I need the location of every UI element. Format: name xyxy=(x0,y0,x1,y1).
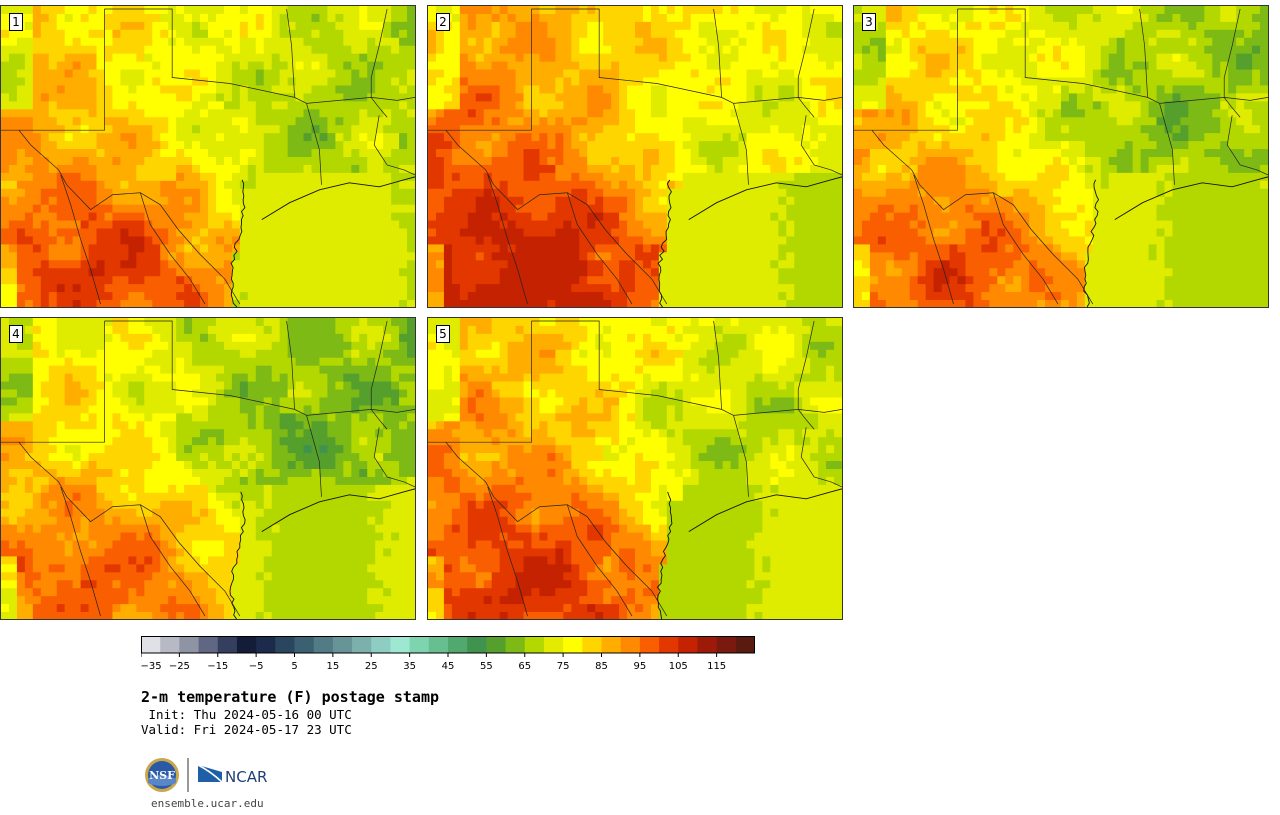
colorbar-swatch xyxy=(448,636,468,653)
colorbar-swatch xyxy=(332,636,353,653)
colorbar-swatch xyxy=(524,636,545,653)
colorbar-swatch xyxy=(409,636,430,653)
colorbar-swatch xyxy=(217,636,238,653)
nsf-ncar-logos: NSF NCAR xyxy=(145,758,267,792)
temperature-colorbar: −35 −25 −15 −5 5 15 25 35 45 55 65 75 85 95 105 115 xyxy=(141,636,755,672)
colorbar-tick-label: 95 xyxy=(634,661,647,672)
colorbar-tick-label: −5 xyxy=(249,661,264,672)
colorbar-swatch xyxy=(352,636,372,653)
colorbar-swatch xyxy=(678,636,698,653)
colorbar-swatch xyxy=(697,636,718,653)
colorbar-swatch xyxy=(639,636,660,653)
forecast-panel-4: 4 xyxy=(0,317,416,620)
colorbar-tick-label: −35 xyxy=(141,661,162,672)
colorbar-swatch xyxy=(563,636,583,653)
panel-label-3: 3 xyxy=(862,13,876,31)
colorbar-swatch xyxy=(620,636,641,653)
forecast-panel-2: 2 xyxy=(427,5,843,308)
colorbar-swatch xyxy=(505,636,526,653)
colorbar-swatch xyxy=(313,636,334,653)
colorbar-swatch xyxy=(543,636,564,653)
colorbar-swatch xyxy=(141,636,161,653)
colorbar-swatch xyxy=(294,636,315,653)
forecast-panel-3: 3 xyxy=(853,5,1269,308)
forecast-panel-1: 1 xyxy=(0,5,416,308)
panel-label-2: 2 xyxy=(436,13,450,31)
colorbar-tick-label: 75 xyxy=(557,661,570,672)
temperature-map-5 xyxy=(428,318,842,619)
colorbar-tick-label: 35 xyxy=(403,661,416,672)
colorbar-swatch xyxy=(390,636,411,653)
colorbar-swatch xyxy=(716,636,737,653)
colorbar-swatch xyxy=(236,636,257,653)
colorbar-swatch xyxy=(275,636,295,653)
nsf-logo: NSF xyxy=(145,758,179,792)
website-link[interactable]: ensemble.ucar.edu xyxy=(151,797,264,810)
colorbar-tick-label: 45 xyxy=(442,661,455,672)
panel-label-5: 5 xyxy=(436,325,450,343)
figure-titles: 2-m temperature (F) postage stamp Init: … xyxy=(141,688,439,737)
ncar-logo: NCAR xyxy=(197,764,267,786)
temperature-map-3 xyxy=(854,6,1268,307)
colorbar-tick-label: −25 xyxy=(169,661,190,672)
colorbar-swatch xyxy=(735,636,755,653)
forecast-panel-5: 5 xyxy=(427,317,843,620)
valid-time: Valid: Fri 2024-05-17 23 UTC xyxy=(141,722,352,737)
colorbar-swatch xyxy=(467,636,487,653)
colorbar-tick-label: 5 xyxy=(291,661,297,672)
colorbar-tick-label: −15 xyxy=(207,661,228,672)
colorbar-swatch xyxy=(486,636,506,653)
colorbar-swatch xyxy=(582,636,602,653)
init-time: Init: Thu 2024-05-16 00 UTC xyxy=(141,707,352,722)
colorbar-swatch xyxy=(160,636,180,653)
panel-label-4: 4 xyxy=(9,325,23,343)
colorbar-tick-label: 105 xyxy=(669,661,688,672)
colorbar-swatch xyxy=(179,636,199,653)
colorbar-swatch xyxy=(601,636,622,653)
panel-label-1: 1 xyxy=(9,13,23,31)
colorbar-tick-label: 25 xyxy=(365,661,378,672)
colorbar-tick-label: 15 xyxy=(327,661,340,672)
colorbar-swatch xyxy=(198,636,219,653)
figure-title: 2-m temperature (F) postage stamp xyxy=(141,688,440,706)
temperature-map-1 xyxy=(1,6,415,307)
colorbar-swatch xyxy=(371,636,391,653)
colorbar-tick-label: 85 xyxy=(595,661,608,672)
colorbar-swatch xyxy=(428,636,449,653)
colorbar-tick-label: 115 xyxy=(707,661,726,672)
colorbar-tick-label: 55 xyxy=(480,661,493,672)
colorbar-swatch xyxy=(659,636,679,653)
temperature-map-2 xyxy=(428,6,842,307)
colorbar-tick-label: 65 xyxy=(518,661,531,672)
colorbar-swatch xyxy=(256,636,276,653)
temperature-map-4 xyxy=(1,318,415,619)
